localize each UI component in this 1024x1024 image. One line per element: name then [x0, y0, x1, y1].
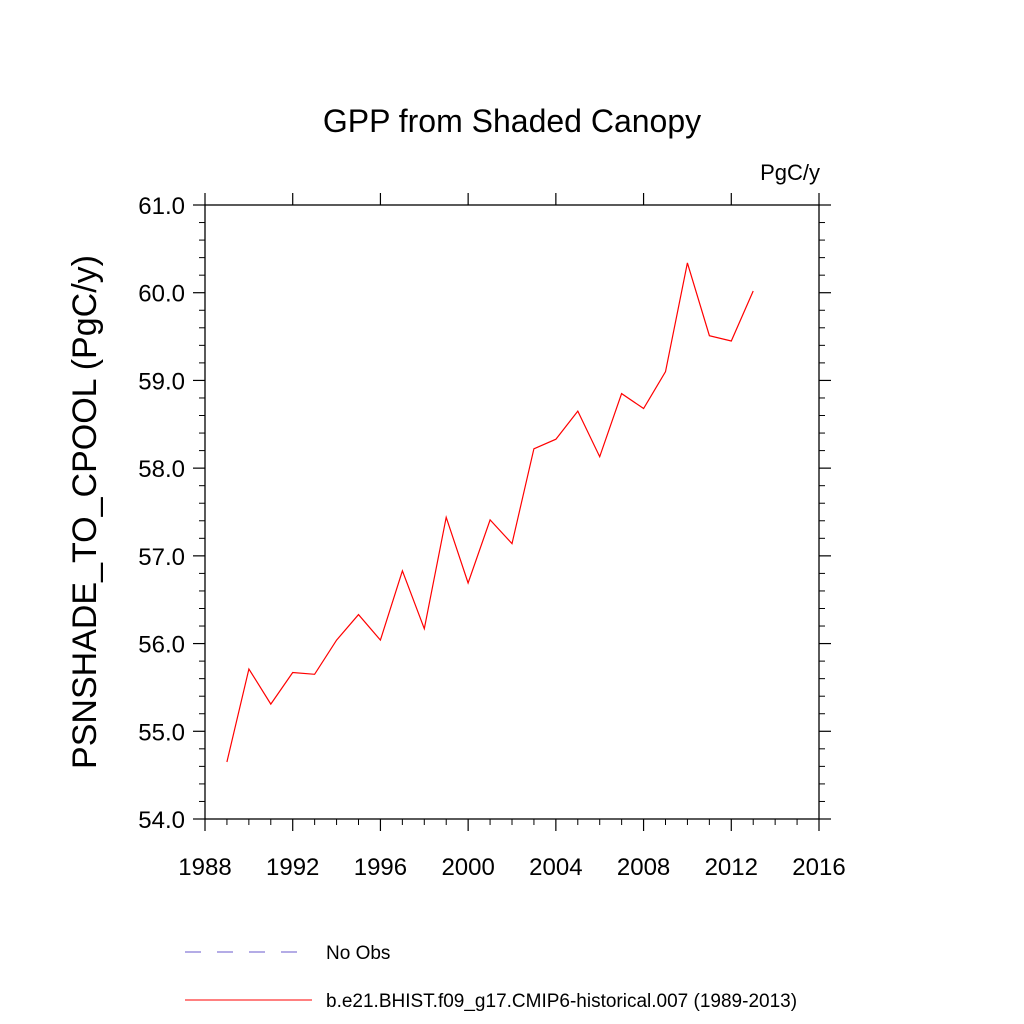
legend-label: b.e21.BHIST.f09_g17.CMIP6-historical.007…	[326, 991, 797, 1012]
y-tick-label: 56.0	[138, 632, 185, 659]
x-tick-label: 1988	[178, 854, 231, 881]
y-tick-label: 60.0	[138, 281, 185, 308]
y-tick-label: 58.0	[138, 456, 185, 483]
chart-title: GPP from Shaded Canopy	[323, 103, 701, 139]
plot-frame	[204, 204, 820, 820]
legend-label: No Obs	[326, 943, 390, 964]
units-label: PgC/y	[760, 160, 820, 185]
y-tick-label: 61.0	[138, 193, 185, 220]
x-tick-label: 1992	[266, 854, 319, 881]
y-axis-label: PSNSHADE_TO_CPOOL (PgC/y)	[66, 255, 104, 769]
tick-labels: 1988 1992 1996 2000 2004 2008 2012 2016 54.0 55.0…	[138, 193, 845, 881]
x-tick-label: 2008	[617, 854, 670, 881]
y-tick-label: 59.0	[138, 368, 185, 395]
series-line	[226, 262, 754, 763]
series-group	[226, 262, 754, 763]
y-tick-label: 54.0	[138, 807, 185, 834]
y-tick-label: 55.0	[138, 719, 185, 746]
x-tick-label: 1996	[354, 854, 407, 881]
axis-ticks	[193, 193, 831, 831]
x-tick-label: 2004	[529, 854, 582, 881]
x-tick-label: 2000	[441, 854, 494, 881]
y-tick-label: 57.0	[138, 544, 185, 571]
legend: No Obs b.e21.BHIST.f09_g17.CMIP6-historic…	[185, 943, 797, 1012]
x-tick-label: 2012	[705, 854, 758, 881]
x-tick-label: 2016	[792, 854, 845, 881]
